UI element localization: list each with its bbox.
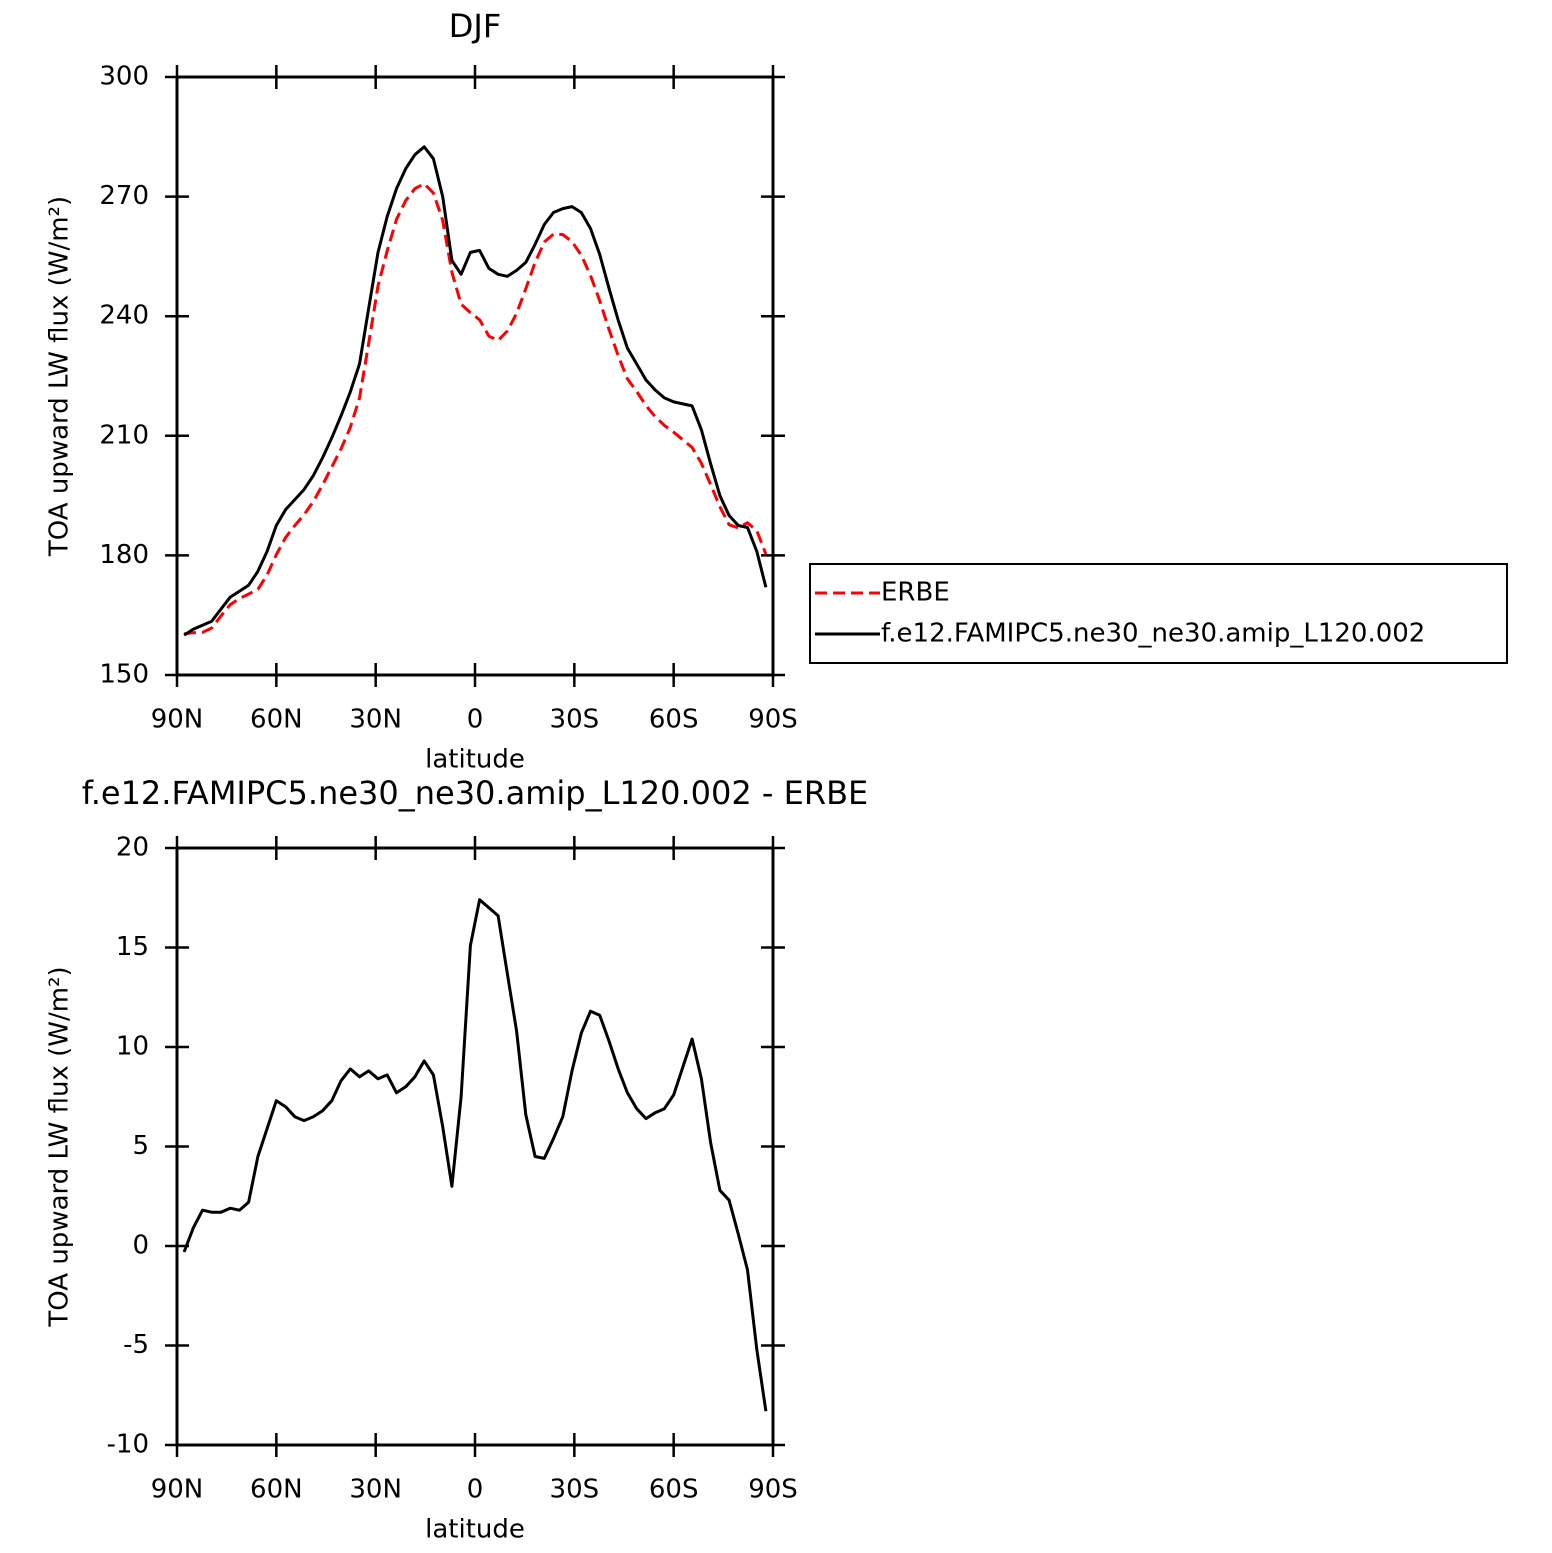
x-tick-label: 0 [467,705,484,735]
y-tick-label: 5 [132,1131,149,1161]
y-axis-label: TOA upward LW flux (W/m²) [45,196,75,557]
x-tick-label: 30N [349,1475,402,1505]
chart-title: DJF [449,7,501,45]
chart-title: f.e12.FAMIPC5.ne30_ne30.amip_L120.002 - … [82,774,868,812]
legend-label: f.e12.FAMIPC5.ne30_ne30.amip_L120.002 [881,619,1425,649]
y-axis-label: TOA upward LW flux (W/m²) [45,966,75,1327]
x-tick-label: 90S [748,1475,798,1505]
x-tick-label: 60N [250,1475,303,1505]
y-tick-label: 300 [99,62,149,92]
legend-box [809,563,1508,664]
x-tick-label: 60N [250,705,303,735]
x-tick-label: 90N [151,705,204,735]
x-tick-label: 60S [649,705,699,735]
x-axis-label: latitude [425,1515,525,1545]
y-tick-label: 0 [132,1231,149,1261]
x-tick-label: 30S [550,1475,600,1505]
y-tick-label: 15 [116,932,149,962]
x-axis-label: latitude [425,745,525,775]
plot-frame [175,846,775,1447]
plot-frame [175,75,775,677]
y-tick-label: 20 [116,833,149,863]
x-tick-label: 30N [349,705,402,735]
y-tick-label: -10 [107,1430,149,1460]
x-tick-label: 30S [550,705,600,735]
y-tick-label: 270 [99,181,149,211]
y-tick-label: 240 [99,301,149,331]
data-line [182,898,768,1412]
x-tick-label: 90S [748,705,798,735]
x-tick-label: 60S [649,1475,699,1505]
y-tick-label: 210 [99,420,149,450]
data-line [183,145,768,637]
y-tick-label: 180 [99,540,149,570]
y-tick-label: -5 [123,1330,149,1360]
legend-label: ERBE [881,578,950,608]
y-tick-label: 10 [116,1032,149,1062]
x-tick-label: 0 [467,1475,484,1505]
y-tick-label: 150 [99,660,149,690]
x-tick-label: 90N [151,1475,204,1505]
